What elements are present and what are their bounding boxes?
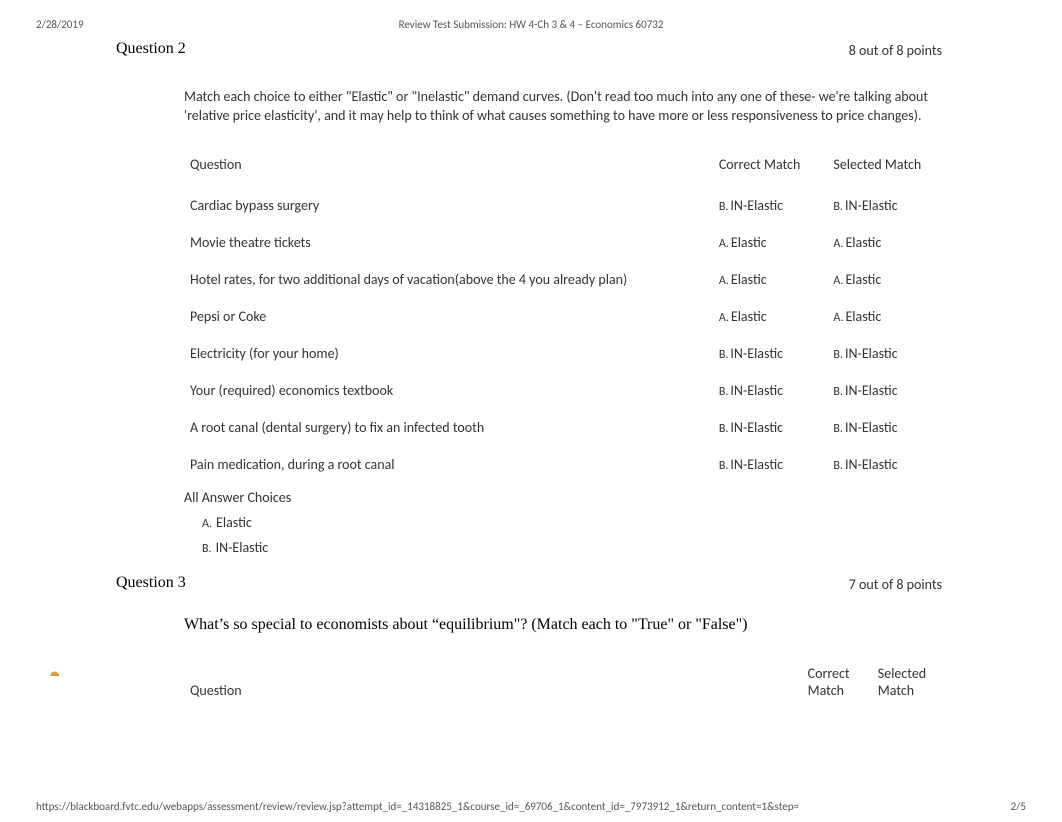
table-row: Hotel rates, for two additional days of … <box>184 261 942 298</box>
row-question: Hotel rates, for two additional days of … <box>184 261 713 298</box>
row-question: A root canal (dental surgery) to fix an … <box>184 409 713 446</box>
question-2-match-table: Question Correct Match Selected Match Ca… <box>184 150 942 483</box>
all-answer-choices: All Answer Choices A. Elastic B. IN-Elasti… <box>184 489 942 556</box>
row-selected: A.Elastic <box>827 298 942 335</box>
question-3-title: Question 3 <box>116 574 186 591</box>
row-selected: B.IN-Elastic <box>827 187 942 224</box>
row-correct: B.IN-Elastic <box>713 409 828 446</box>
question-3-prompt: What’s so special to economists about “e… <box>184 614 942 636</box>
choice-item: A. Elastic <box>202 514 942 531</box>
table-row: Electricity (for your home) B.IN-Elastic… <box>184 335 942 372</box>
question-3-match-table: Question Correct Match Selected Match <box>184 659 942 713</box>
choice-letter: B. <box>202 542 212 556</box>
col-header-question: Question <box>184 150 713 187</box>
row-selected: A.Elastic <box>827 224 942 261</box>
row-question: Pain medication, during a root canal <box>184 446 713 483</box>
table-row: Your (required) economics textbook B.IN-… <box>184 372 942 409</box>
row-question: Pepsi or Coke <box>184 298 713 335</box>
page-title: Review Test Submission: HW 4-Ch 3 & 4 – … <box>0 18 1062 31</box>
row-correct: A.Elastic <box>713 261 828 298</box>
question-3-body: What’s so special to economists about “e… <box>184 614 942 714</box>
row-question: Cardiac bypass surgery <box>184 187 713 224</box>
all-choices-label: All Answer Choices <box>184 489 942 506</box>
row-selected: A.Elastic <box>827 261 942 298</box>
question-2-prompt: Match each choice to either "Elastic" or… <box>184 88 942 126</box>
row-selected: B.IN-Elastic <box>827 335 942 372</box>
question-2-body: Match each choice to either "Elastic" or… <box>184 88 942 556</box>
choice-item: B. IN-Elastic <box>202 539 942 556</box>
question-3-score: 7 out of 8 points <box>849 576 942 593</box>
table-row: Cardiac bypass surgery B.IN-Elastic B.IN… <box>184 187 942 224</box>
question-2-title: Question 2 <box>116 40 186 57</box>
table-header-row: Question Correct Match Selected Match <box>184 659 942 713</box>
question-2-header: Question 2 8 out of 8 points <box>116 40 942 62</box>
table-row: Pain medication, during a root canal B.I… <box>184 446 942 483</box>
row-correct: A.Elastic <box>713 224 828 261</box>
footer-pagenum: 2/5 <box>1011 800 1026 813</box>
col-header-correct: Correct Match <box>802 659 872 713</box>
row-correct: A.Elastic <box>713 298 828 335</box>
row-question: Your (required) economics textbook <box>184 372 713 409</box>
table-row: A root canal (dental surgery) to fix an … <box>184 409 942 446</box>
col-header-selected: Selected Match <box>872 659 942 713</box>
row-correct: B.IN-Elastic <box>713 187 828 224</box>
table-header-row: Question Correct Match Selected Match <box>184 150 942 187</box>
row-selected: B.IN-Elastic <box>827 409 942 446</box>
row-selected: B.IN-Elastic <box>827 372 942 409</box>
col-header-question: Question <box>184 659 802 713</box>
table-row: Movie theatre tickets A.Elastic A.Elasti… <box>184 224 942 261</box>
question-2-score: 8 out of 8 points <box>849 42 942 59</box>
row-correct: B.IN-Elastic <box>713 372 828 409</box>
row-question: Movie theatre tickets <box>184 224 713 261</box>
choice-text: Elastic <box>216 514 252 531</box>
row-question: Electricity (for your home) <box>184 335 713 372</box>
footer-url: https://blackboard.fvtc.edu/webapps/asse… <box>36 800 799 813</box>
question-3-header: Question 3 7 out of 8 points <box>116 574 942 596</box>
choice-letter: A. <box>202 517 212 531</box>
content-area: Question 2 8 out of 8 points Match each … <box>0 40 1062 731</box>
question-2: Question 2 8 out of 8 points Match each … <box>36 40 1026 556</box>
col-header-correct: Correct Match <box>713 150 828 187</box>
row-selected: B.IN-Elastic <box>827 446 942 483</box>
partial-credit-icon: ⯊ <box>50 670 60 682</box>
col-header-selected: Selected Match <box>827 150 942 187</box>
choice-text: IN-Elastic <box>216 539 269 556</box>
row-correct: B.IN-Elastic <box>713 446 828 483</box>
table-row: Pepsi or Coke A.Elastic A.Elastic <box>184 298 942 335</box>
row-correct: B.IN-Elastic <box>713 335 828 372</box>
question-3: Question 3 7 out of 8 points What’s so s… <box>36 574 1026 714</box>
